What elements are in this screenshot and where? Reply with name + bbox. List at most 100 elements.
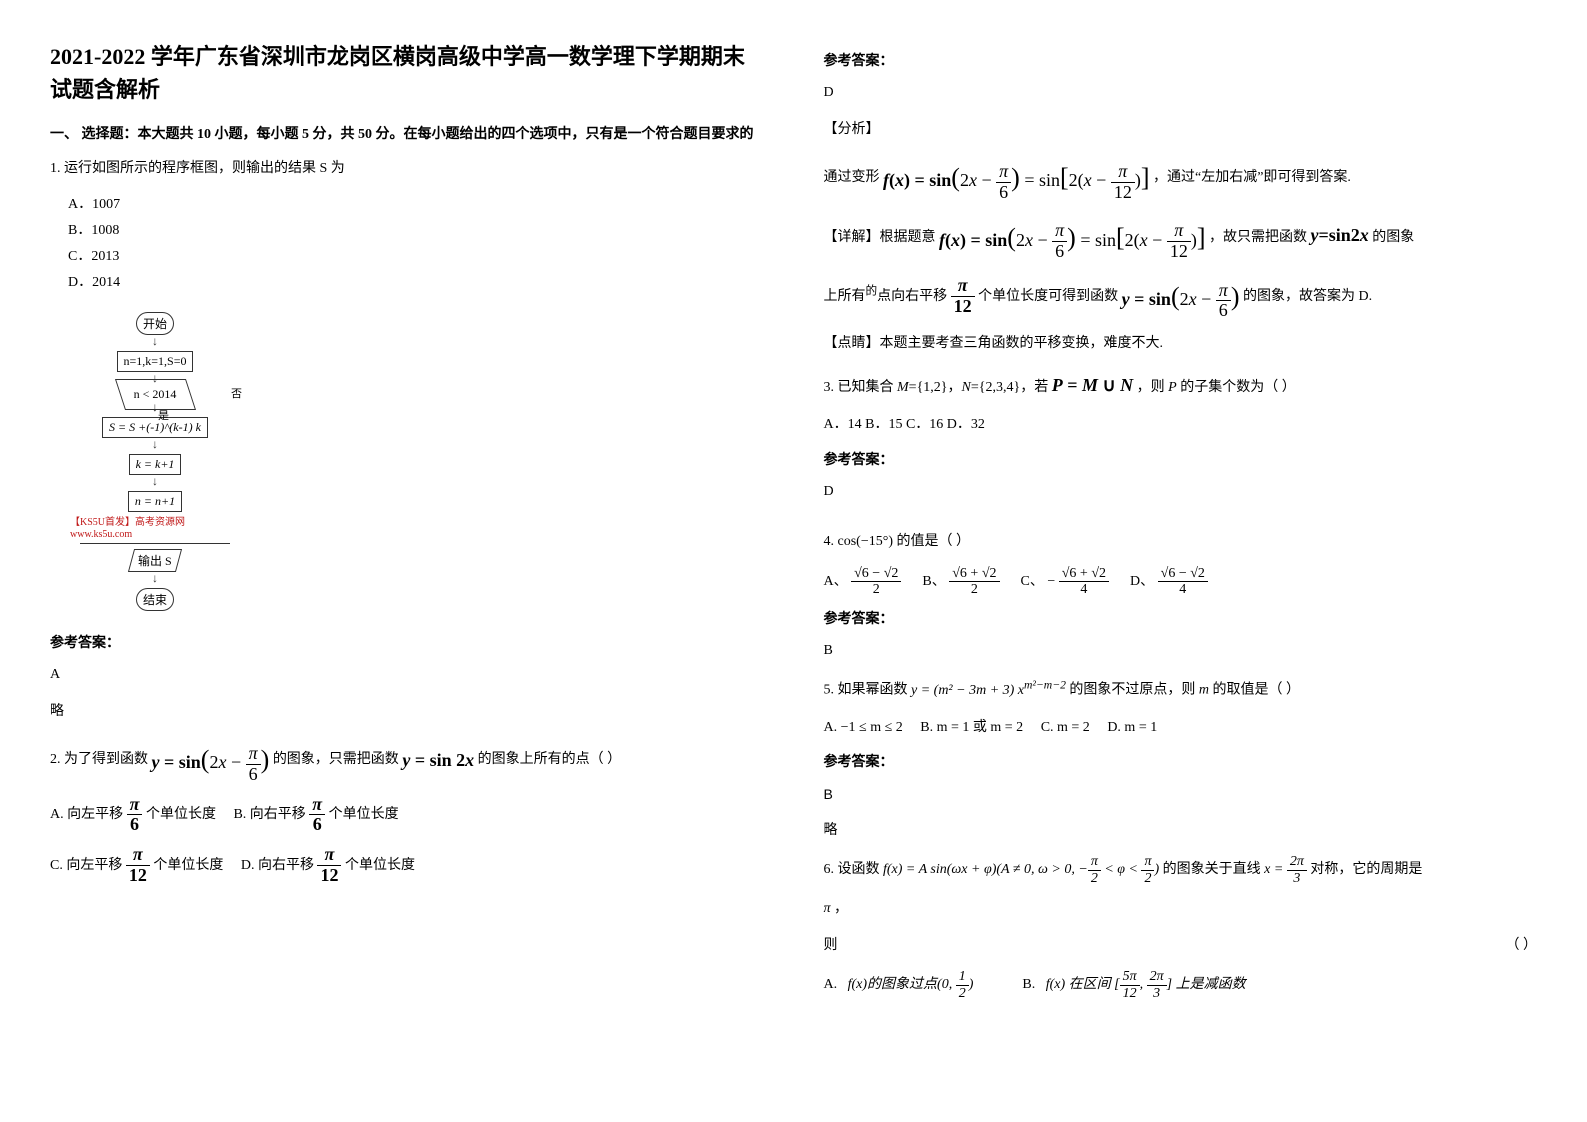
q2-analysis-expr1: f(x) = sin(2x − π6) = sin[2(x − π12)] xyxy=(883,153,1149,202)
q2-opt-d: D. 向右平移 π12 个单位长度 xyxy=(241,858,415,873)
q1-opt-a: A．1007 xyxy=(68,193,764,213)
q2-detail-frac: π12 xyxy=(951,276,975,317)
q1-stem: 1. 运行如图所示的程序框图，则输出的结果 S 为 xyxy=(50,156,764,183)
fc-cond-wrap: 否 n < 2014 是 xyxy=(70,385,240,404)
q2-expr2: y = sin 2x xyxy=(402,743,474,777)
q4-opt-b: √6 + √22 xyxy=(949,566,999,598)
fc-end: 结束 xyxy=(136,588,174,611)
q6-opt-a-pre: A. xyxy=(824,977,838,992)
q4-opt-b-pre: B、 xyxy=(922,574,945,589)
q6-period: π ， xyxy=(824,896,1538,923)
q5-answer-hdr: 参考答案： xyxy=(824,751,1538,771)
q2-detail-expr2: y = sin(2x − π6) xyxy=(1122,272,1240,321)
fc-arrow-icon: ↓ xyxy=(70,338,240,348)
q4-opt-c: √6 + √24 xyxy=(1059,566,1109,598)
q5-answer: B xyxy=(824,781,1538,808)
q1-answer: A xyxy=(50,662,764,689)
q6-stem-post: 对称，它的周期是 xyxy=(1310,862,1422,877)
q3-answer-hdr: 参考答案： xyxy=(824,449,1538,469)
q4-opt-c-pre: C、 xyxy=(1021,574,1044,589)
fc-arrow-icon: ↓ xyxy=(70,375,240,385)
exam-page: 2021-2022 学年广东省深圳市龙岗区横岗高级中学高一数学理下学期期末试题含… xyxy=(50,40,1537,1011)
fc-watermark: 【KS5U首发】高考资源网 www.ks5u.com xyxy=(70,517,240,541)
q3-stem: 3. 已知集合 M={1,2}，N={2,3,4}，若 P = M ∪ N ，则… xyxy=(824,368,1538,402)
left-column: 2021-2022 学年广东省深圳市龙岗区横岗高级中学高一数学理下学期期末试题含… xyxy=(50,40,764,1011)
fc-output-text: 输出 S xyxy=(138,552,172,569)
q2-answer-hdr: 参考答案： xyxy=(824,50,1538,70)
q2-detail-line2: 上所有的点向右平移 π12 个单位长度可得到函数 y = sin(2x − π6… xyxy=(824,272,1538,321)
q5-note: 略 xyxy=(824,818,1538,845)
q1-note: 略 xyxy=(50,699,764,726)
q1-text: 1. 运行如图所示的程序框图，则输出的结果 S 为 xyxy=(50,161,345,176)
q2-stem-mid: 的图象，只需把函数 xyxy=(273,752,399,767)
q6-opt-b-pre: B. xyxy=(1022,977,1035,992)
q2-expr1: y = sin(2x − π6) xyxy=(152,735,270,784)
fc-no-label: 否 xyxy=(231,385,242,401)
q2-stem: 2. 为了得到函数 y = sin(2x − π6) 的图象，只需把函数 y =… xyxy=(50,735,764,784)
q6-opt-b: f(x) 在区间 [5π12, 2π3] 上是减函数 xyxy=(1039,977,1246,992)
fc-init: n=1,k=1,S=0 xyxy=(117,351,194,372)
q2-detail-l2-post: 的图象，故答案为 D. xyxy=(1243,289,1372,304)
q4-opt-a: √6 − √22 xyxy=(851,566,901,598)
q3-answer: D xyxy=(824,479,1538,506)
q1-answer-hdr: 参考答案： xyxy=(50,632,764,652)
fc-n-step: n = n+1 xyxy=(128,491,182,512)
q2-analysis-post: ，通过“左加右减”即可得到答案. xyxy=(1153,170,1351,185)
q4-stem: 4. cos(−15°) 的值是（ ） xyxy=(824,529,1538,556)
q6-paren: （ ） xyxy=(1506,933,1538,960)
q3-opts: A．14 B．15 C．16 D．32 xyxy=(824,412,1538,439)
fc-arrow-icon: ↓ xyxy=(70,404,240,414)
q2-point: 【点睛】本题主要考查三角函数的平移变换，难度不大. xyxy=(824,331,1538,358)
fc-out-path xyxy=(80,543,230,544)
q2-detail-expr: f(x) = sin(2x − π6) = sin[2(x − π12)] xyxy=(939,213,1205,262)
fc-k-step: k = k+1 xyxy=(129,454,182,475)
q6-stem: 6. 设函数 f(x) = A sin(ωx + φ)(A ≠ 0, ω > 0… xyxy=(824,854,1538,886)
q2-detail: 【详解】根据题意 f(x) = sin(2x − π6) = sin[2(x −… xyxy=(824,213,1538,262)
fc-arrow-icon: ↓ xyxy=(70,441,240,451)
q1-opt-d: D．2014 xyxy=(68,271,764,291)
q1-opt-b: B．1008 xyxy=(68,219,764,239)
section1-header: 一、 选择题：本大题共 10 小题，每小题 5 分，共 50 分。在每小题给出的… xyxy=(50,124,764,146)
fc-cond: n < 2014 xyxy=(120,385,191,404)
q2-analysis-line1: 通过变形 f(x) = sin(2x − π6) = sin[2(x − π12… xyxy=(824,153,1538,202)
q6-expr: f(x) = A sin(ωx + φ)(A ≠ 0, ω > 0, −π2 <… xyxy=(883,862,1159,877)
q4-opts: A、 √6 − √22 B、 √6 + √22 C、 − √6 + √24 D、… xyxy=(824,566,1538,598)
q2-opt-a: A. 向左平移 π6 个单位长度 xyxy=(50,807,216,822)
q1-opt-c: C．2013 xyxy=(68,245,764,265)
fc-yes-label: 是 xyxy=(158,407,169,423)
q6-line2: 则 xyxy=(824,933,838,960)
q5-opt-b: B. m = 1 或 m = 2 xyxy=(920,720,1023,735)
fc-arrow-icon: ↓ xyxy=(70,575,240,585)
q5-opt-a: A. −1 ≤ m ≤ 2 xyxy=(824,720,903,735)
q4-answer-hdr: 参考答案： xyxy=(824,608,1538,628)
q2-opts-row1: A. 向左平移 π6 个单位长度 B. 向右平移 π6 个单位长度 xyxy=(50,795,764,836)
q2-detail-l2-mid: 个单位长度可得到函数 xyxy=(978,289,1118,304)
q2-opt-b: B. 向右平移 π6 个单位长度 xyxy=(233,807,398,822)
q6-stem-pre: 6. 设函数 xyxy=(824,862,880,877)
q1-flowchart: 开始 ↓ n=1,k=1,S=0 ↓ 否 n < 2014 是 ↓ S = S … xyxy=(70,309,240,614)
q6-x-expr: x = 2π3 xyxy=(1264,854,1307,886)
q2-answer: D xyxy=(824,80,1538,107)
q5-stem: 5. 如果幂函数 y = (m² − 3m + 3) xm²−m−2 的图象不过… xyxy=(824,674,1538,704)
fc-output: 输出 S xyxy=(128,549,182,572)
right-column: 参考答案： D 【分析】 通过变形 f(x) = sin(2x − π6) = … xyxy=(824,40,1538,1011)
q6-stem-mid: 的图象关于直线 xyxy=(1163,862,1261,877)
q2-stem-prefix: 2. 为了得到函数 xyxy=(50,752,148,767)
q2-detail-post: ，故只需把函数 y=sin2x 的图象 xyxy=(1209,230,1414,245)
q6-opts: A. f(x)的图象过点(0, 12) B. f(x) 在区间 [5π12, 2… xyxy=(824,969,1538,1001)
q5-opt-d: D. m = 1 xyxy=(1107,720,1157,735)
q4-opt-d-pre: D、 xyxy=(1130,574,1154,589)
q2-detail-l2-pre: 上所有的点向右平移 xyxy=(824,289,948,304)
fc-begin: 开始 xyxy=(136,312,174,335)
q2-opt-c: C. 向左平移 π12 个单位长度 xyxy=(50,858,223,873)
q5-opt-c: C. m = 2 xyxy=(1041,720,1090,735)
q2-opts-row2: C. 向左平移 π12 个单位长度 D. 向右平移 π12 个单位长度 xyxy=(50,845,764,886)
q4-answer: B xyxy=(824,638,1538,665)
q6-opt-a: f(x)的图象过点(0, 12) xyxy=(841,977,974,992)
fc-arrow-icon: ↓ xyxy=(70,478,240,488)
q5-opts: A. −1 ≤ m ≤ 2 B. m = 1 或 m = 2 C. m = 2 … xyxy=(824,715,1538,742)
fc-s-step: S = S +(-1)^(k-1) k xyxy=(102,417,208,438)
q2-analysis-pre: 通过变形 xyxy=(824,170,880,185)
q6-line2-row: 则 （ ） xyxy=(824,933,1538,960)
q2-analysis-hdr: 【分析】 xyxy=(824,117,1538,144)
